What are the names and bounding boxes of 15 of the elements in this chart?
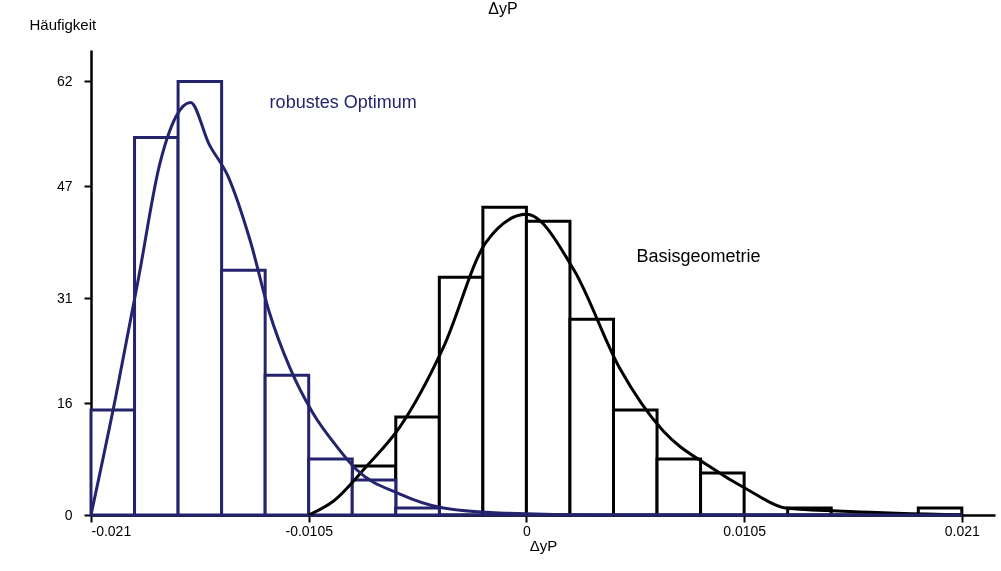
x-tick-label: 0.0105: [723, 522, 767, 539]
x-tick-label: 0.021: [944, 522, 981, 539]
x-axis-title: ΔyP: [529, 536, 558, 554]
y-tick-label: 16: [56, 394, 73, 411]
chart-title: ΔyP: [488, 0, 518, 17]
y-tick-label: 0: [64, 506, 73, 523]
y-tick-label: 31: [56, 289, 73, 306]
y-tick-label: 62: [56, 72, 73, 89]
y-tick-label: 47: [56, 177, 73, 194]
text: Basisgeometrie: [636, 246, 761, 267]
x-tick-label: -0.021: [91, 522, 132, 539]
x-tick-label: -0.0105: [285, 522, 334, 539]
x-tick-label: 0: [523, 522, 532, 539]
text: robustes Optimum: [269, 92, 417, 113]
y-axis-title: Häufigkeit: [29, 15, 98, 33]
